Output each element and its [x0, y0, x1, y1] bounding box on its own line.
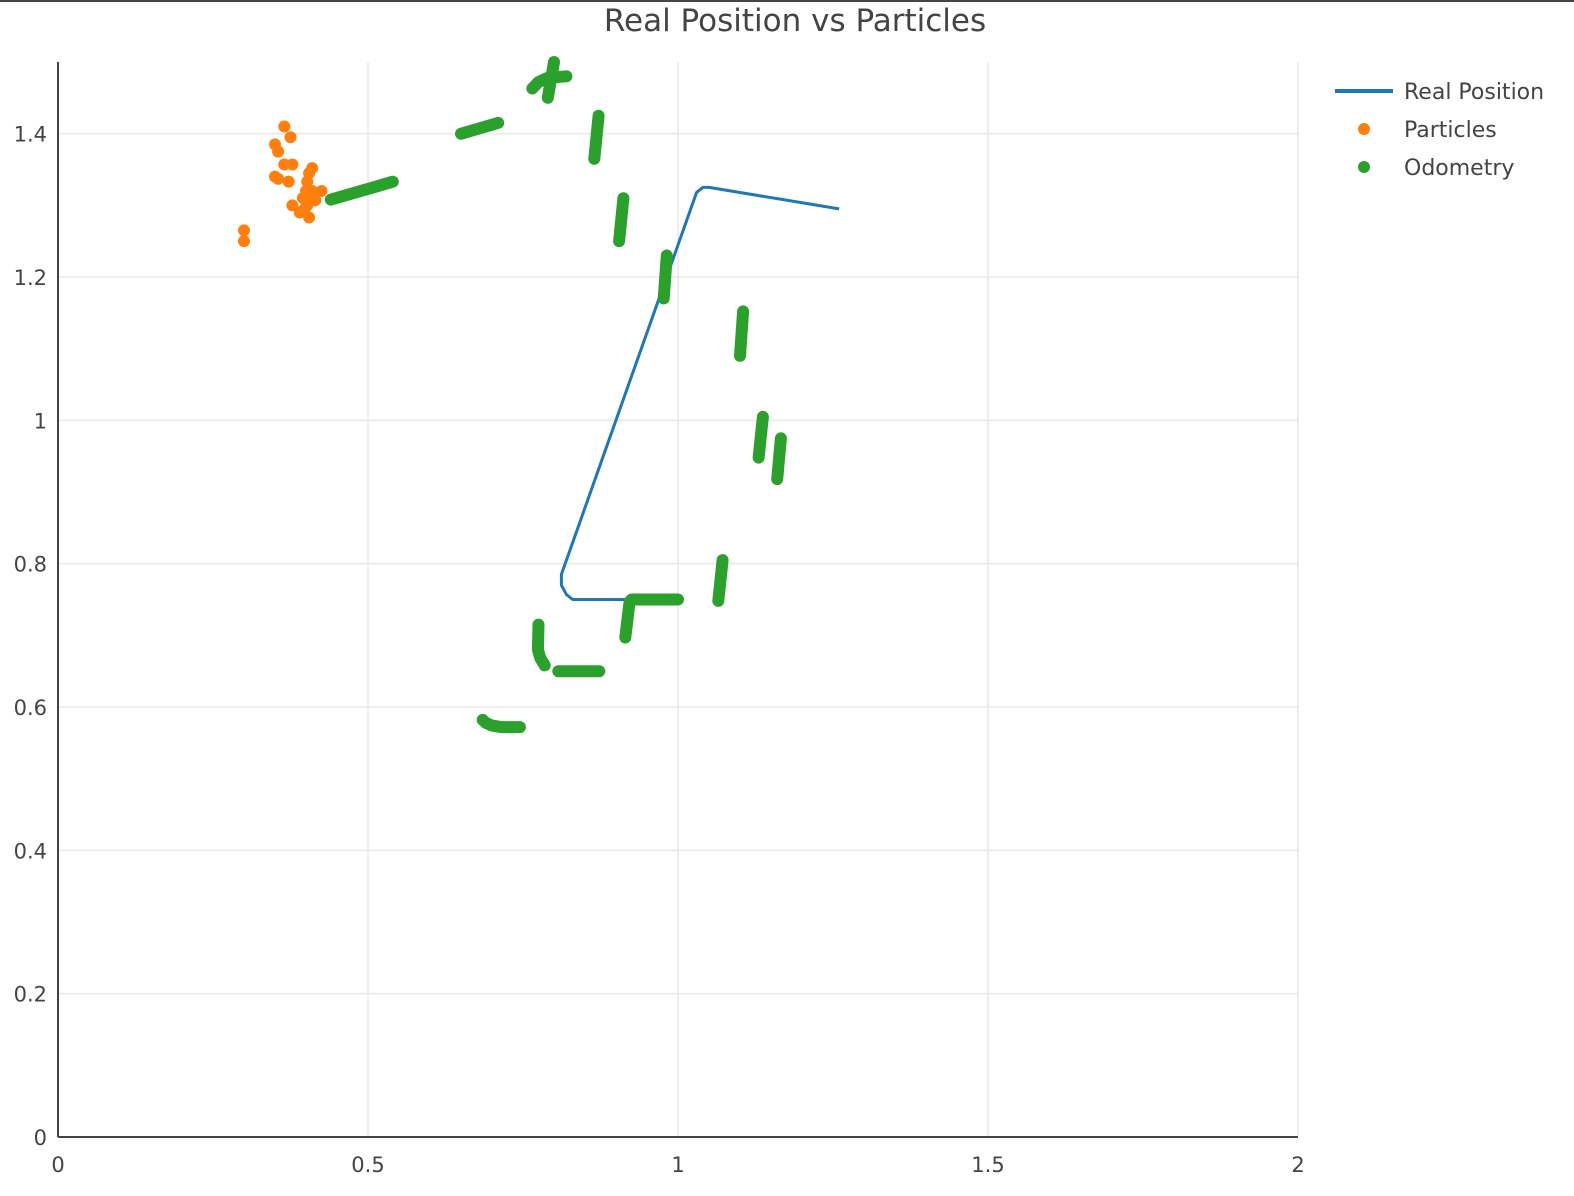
particle-point — [315, 185, 328, 197]
odometry-trace — [324, 175, 399, 206]
odometry-trace — [588, 109, 605, 165]
top-border — [0, 0, 1574, 2]
y-tick-label: 1 — [34, 409, 47, 433]
y-tick-label: 0 — [34, 1126, 47, 1150]
odometry-trace — [619, 595, 636, 644]
legend-swatch-marker — [1358, 123, 1370, 135]
x-tick-label: 0 — [51, 1153, 64, 1177]
real-position-line — [559, 185, 840, 601]
x-tick-label: 1.5 — [971, 1153, 1004, 1177]
odometry-trace — [455, 116, 505, 140]
legend-label: Real Position — [1404, 80, 1544, 105]
series-particles — [238, 120, 328, 248]
series-real-position — [559, 185, 840, 601]
odometry-trace — [657, 249, 673, 305]
particle-point — [238, 235, 250, 248]
odometry-trace — [712, 554, 729, 607]
particle-point — [238, 224, 250, 237]
legend-label: Particles — [1404, 118, 1497, 143]
odometry-trace — [734, 305, 750, 362]
plot-area — [238, 56, 840, 734]
y-tick-label: 1.2 — [14, 266, 47, 290]
odometry-trace — [476, 713, 526, 734]
y-tick-label: 0.8 — [14, 553, 47, 577]
x-tick-label: 0.5 — [351, 1153, 384, 1177]
odometry-trace — [541, 56, 560, 104]
particle-point — [306, 162, 319, 175]
odometry-trace — [752, 410, 769, 464]
particle-point — [298, 202, 311, 215]
legend-swatch-marker — [1358, 161, 1370, 173]
y-tick-label: 0.6 — [14, 696, 47, 720]
y-tick-label: 1.4 — [14, 123, 47, 147]
particle-point — [272, 172, 285, 185]
series-odometry — [324, 56, 787, 734]
particle-point — [286, 158, 299, 171]
particle-point — [278, 120, 291, 133]
particle-point — [296, 192, 309, 205]
chart-title: Real Position vs Particles — [604, 3, 986, 39]
odometry-trace — [613, 192, 630, 248]
particle-point — [284, 131, 297, 144]
y-tick-label: 0.2 — [14, 983, 47, 1007]
particle-point — [286, 199, 299, 212]
legend-label: Odometry — [1404, 156, 1514, 181]
legend — [1335, 89, 1393, 173]
particle-point — [272, 145, 285, 158]
particle-point — [306, 185, 319, 197]
odometry-trace — [531, 618, 551, 672]
x-tick-label: 2 — [1291, 1153, 1304, 1177]
y-tick-label: 0.4 — [14, 839, 47, 863]
x-tick-label: 1 — [671, 1153, 684, 1177]
odometry-trace — [771, 432, 787, 486]
particle-point — [282, 175, 295, 188]
